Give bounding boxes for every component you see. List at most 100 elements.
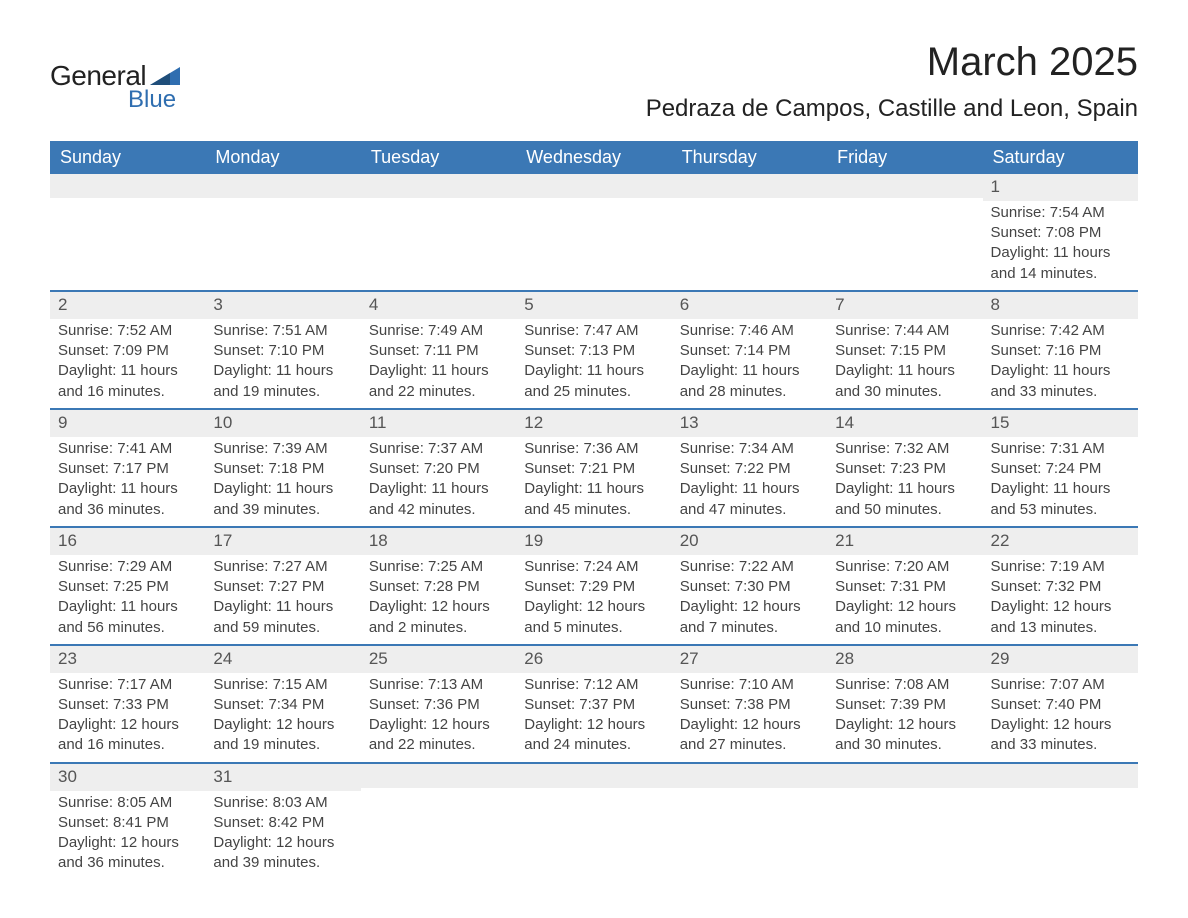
calendar-day-cell: 5Sunrise: 7:47 AMSunset: 7:13 PMDaylight… (516, 291, 671, 409)
day-daylight1: Daylight: 12 hours (369, 715, 508, 735)
day-daylight1: Daylight: 11 hours (991, 479, 1130, 499)
col-tuesday: Tuesday (361, 141, 516, 174)
day-sunset: Sunset: 7:38 PM (680, 695, 819, 715)
day-content: Sunrise: 7:52 AMSunset: 7:09 PMDaylight:… (50, 319, 205, 408)
day-number: 15 (983, 410, 1138, 437)
day-content: Sunrise: 7:46 AMSunset: 7:14 PMDaylight:… (672, 319, 827, 408)
day-sunset: Sunset: 7:23 PM (835, 459, 974, 479)
day-number: 27 (672, 646, 827, 673)
calendar-day-cell: 24Sunrise: 7:15 AMSunset: 7:34 PMDayligh… (205, 645, 360, 763)
day-content: Sunrise: 7:31 AMSunset: 7:24 PMDaylight:… (983, 437, 1138, 526)
day-number: 11 (361, 410, 516, 437)
day-sunrise: Sunrise: 7:15 AM (213, 675, 352, 695)
calendar-day-cell: 21Sunrise: 7:20 AMSunset: 7:31 PMDayligh… (827, 527, 982, 645)
day-content: Sunrise: 7:27 AMSunset: 7:27 PMDaylight:… (205, 555, 360, 644)
day-daylight2: and 7 minutes. (680, 618, 819, 638)
calendar-day-cell: 25Sunrise: 7:13 AMSunset: 7:36 PMDayligh… (361, 645, 516, 763)
day-sunrise: Sunrise: 7:49 AM (369, 321, 508, 341)
header: General Blue March 2025 Pedraza de Campo… (50, 40, 1138, 123)
day-daylight2: and 47 minutes. (680, 500, 819, 520)
day-sunset: Sunset: 7:33 PM (58, 695, 197, 715)
day-number: 1 (983, 174, 1138, 201)
calendar-day-cell (672, 174, 827, 291)
day-sunrise: Sunrise: 7:13 AM (369, 675, 508, 695)
day-daylight2: and 39 minutes. (213, 853, 352, 873)
calendar-day-cell: 20Sunrise: 7:22 AMSunset: 7:30 PMDayligh… (672, 527, 827, 645)
empty-daynum (672, 174, 827, 198)
day-daylight1: Daylight: 12 hours (213, 715, 352, 735)
day-number: 14 (827, 410, 982, 437)
day-sunrise: Sunrise: 7:41 AM (58, 439, 197, 459)
day-number: 31 (205, 764, 360, 791)
empty-daynum (983, 764, 1138, 788)
day-number: 26 (516, 646, 671, 673)
day-sunrise: Sunrise: 7:51 AM (213, 321, 352, 341)
day-number: 9 (50, 410, 205, 437)
day-daylight2: and 30 minutes. (835, 382, 974, 402)
day-content: Sunrise: 7:39 AMSunset: 7:18 PMDaylight:… (205, 437, 360, 526)
empty-daynum (361, 174, 516, 198)
day-daylight1: Daylight: 12 hours (835, 597, 974, 617)
day-sunrise: Sunrise: 7:24 AM (524, 557, 663, 577)
day-sunset: Sunset: 7:37 PM (524, 695, 663, 715)
day-sunset: Sunset: 7:09 PM (58, 341, 197, 361)
day-daylight2: and 42 minutes. (369, 500, 508, 520)
day-daylight1: Daylight: 11 hours (58, 361, 197, 381)
day-sunrise: Sunrise: 7:20 AM (835, 557, 974, 577)
day-daylight1: Daylight: 11 hours (213, 597, 352, 617)
calendar-day-cell: 12Sunrise: 7:36 AMSunset: 7:21 PMDayligh… (516, 409, 671, 527)
day-content: Sunrise: 7:41 AMSunset: 7:17 PMDaylight:… (50, 437, 205, 526)
day-sunset: Sunset: 7:17 PM (58, 459, 197, 479)
day-daylight1: Daylight: 11 hours (58, 597, 197, 617)
day-number: 23 (50, 646, 205, 673)
day-content: Sunrise: 8:03 AMSunset: 8:42 PMDaylight:… (205, 791, 360, 880)
empty-daynum (672, 764, 827, 788)
day-sunset: Sunset: 7:36 PM (369, 695, 508, 715)
day-content: Sunrise: 7:25 AMSunset: 7:28 PMDaylight:… (361, 555, 516, 644)
day-daylight1: Daylight: 11 hours (369, 361, 508, 381)
day-content: Sunrise: 7:36 AMSunset: 7:21 PMDaylight:… (516, 437, 671, 526)
calendar-day-cell: 26Sunrise: 7:12 AMSunset: 7:37 PMDayligh… (516, 645, 671, 763)
day-daylight2: and 19 minutes. (213, 382, 352, 402)
calendar-day-cell: 29Sunrise: 7:07 AMSunset: 7:40 PMDayligh… (983, 645, 1138, 763)
location-subtitle: Pedraza de Campos, Castille and Leon, Sp… (646, 95, 1138, 123)
day-daylight1: Daylight: 11 hours (680, 479, 819, 499)
day-daylight2: and 53 minutes. (991, 500, 1130, 520)
day-daylight2: and 30 minutes. (835, 735, 974, 755)
day-sunrise: Sunrise: 7:25 AM (369, 557, 508, 577)
empty-daynum (50, 174, 205, 198)
calendar-day-cell: 27Sunrise: 7:10 AMSunset: 7:38 PMDayligh… (672, 645, 827, 763)
calendar-week-row: 2Sunrise: 7:52 AMSunset: 7:09 PMDaylight… (50, 291, 1138, 409)
day-sunrise: Sunrise: 7:19 AM (991, 557, 1130, 577)
calendar-day-cell: 14Sunrise: 7:32 AMSunset: 7:23 PMDayligh… (827, 409, 982, 527)
day-number: 10 (205, 410, 360, 437)
calendar-day-cell (50, 174, 205, 291)
day-sunset: Sunset: 7:14 PM (680, 341, 819, 361)
day-sunrise: Sunrise: 7:12 AM (524, 675, 663, 695)
day-sunset: Sunset: 7:24 PM (991, 459, 1130, 479)
day-sunrise: Sunrise: 7:44 AM (835, 321, 974, 341)
day-content: Sunrise: 7:10 AMSunset: 7:38 PMDaylight:… (672, 673, 827, 762)
day-sunrise: Sunrise: 7:39 AM (213, 439, 352, 459)
day-content: Sunrise: 7:13 AMSunset: 7:36 PMDaylight:… (361, 673, 516, 762)
day-sunset: Sunset: 7:15 PM (835, 341, 974, 361)
day-daylight1: Daylight: 12 hours (213, 833, 352, 853)
day-content: Sunrise: 7:07 AMSunset: 7:40 PMDaylight:… (983, 673, 1138, 762)
col-friday: Friday (827, 141, 982, 174)
day-daylight1: Daylight: 12 hours (680, 597, 819, 617)
day-number: 4 (361, 292, 516, 319)
day-content: Sunrise: 7:37 AMSunset: 7:20 PMDaylight:… (361, 437, 516, 526)
calendar-day-cell: 30Sunrise: 8:05 AMSunset: 8:41 PMDayligh… (50, 763, 205, 880)
day-daylight2: and 39 minutes. (213, 500, 352, 520)
day-number: 12 (516, 410, 671, 437)
calendar-day-cell: 22Sunrise: 7:19 AMSunset: 7:32 PMDayligh… (983, 527, 1138, 645)
day-number: 17 (205, 528, 360, 555)
day-daylight2: and 16 minutes. (58, 735, 197, 755)
day-number: 5 (516, 292, 671, 319)
day-daylight2: and 28 minutes. (680, 382, 819, 402)
day-sunrise: Sunrise: 7:17 AM (58, 675, 197, 695)
day-sunrise: Sunrise: 7:37 AM (369, 439, 508, 459)
empty-daynum (827, 764, 982, 788)
day-number: 24 (205, 646, 360, 673)
day-daylight1: Daylight: 11 hours (524, 361, 663, 381)
